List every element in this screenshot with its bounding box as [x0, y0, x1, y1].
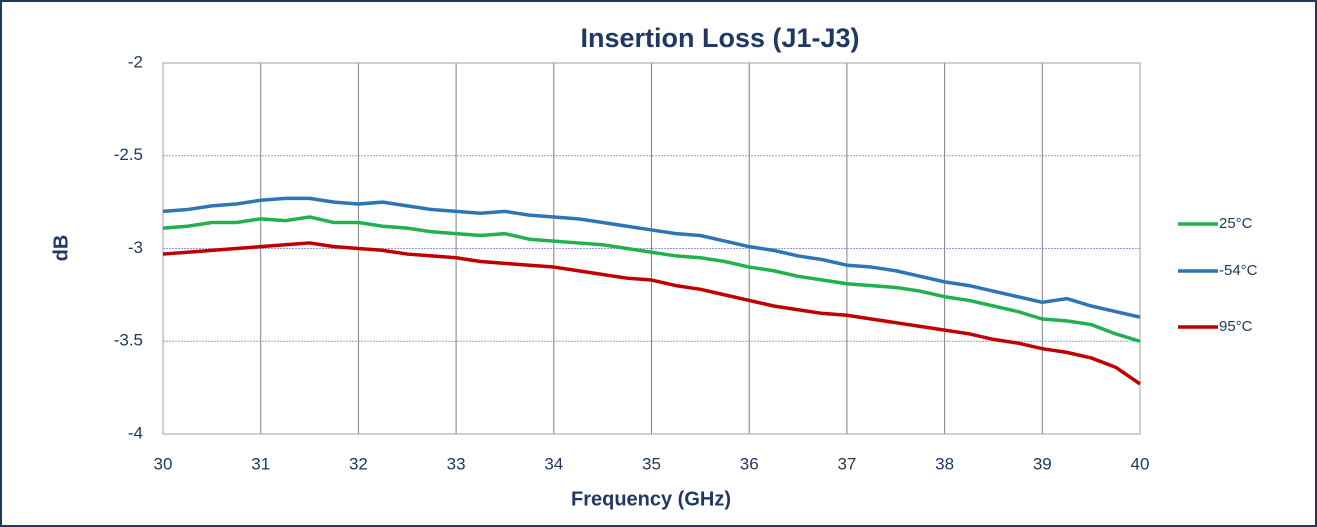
y-tick-label: -2: [128, 52, 143, 71]
x-tick-label: 35: [642, 454, 661, 473]
chart-title: Insertion Loss (J1-J3): [580, 23, 859, 53]
y-tick-label: -4: [128, 423, 143, 442]
y-tick-label: -3: [128, 238, 143, 257]
y-tick-label: -3.5: [114, 331, 143, 350]
x-tick-label: 36: [740, 454, 759, 473]
x-tick-label: 30: [154, 454, 173, 473]
x-tick-label: 33: [447, 454, 466, 473]
x-tick-label: 34: [544, 454, 563, 473]
legend-label: -54°C: [1219, 262, 1258, 279]
plot-area: [162, 62, 1141, 435]
series-line: [162, 241, 1141, 386]
legend-label: 25°C: [1219, 215, 1253, 232]
x-tick-label: 40: [1131, 454, 1150, 473]
legend-label: 95°C: [1219, 318, 1253, 335]
x-tick-label: 38: [935, 454, 954, 473]
x-tick-label: 39: [1033, 454, 1052, 473]
x-tick-label: 37: [837, 454, 856, 473]
x-axis-label: Frequency (GHz): [571, 488, 731, 510]
y-axis-label: dB: [50, 235, 72, 262]
x-tick-label: 31: [251, 454, 270, 473]
y-tick-label: -2.5: [114, 145, 143, 164]
series-line: [162, 215, 1141, 343]
x-tick-label: 32: [349, 454, 368, 473]
series-line: [162, 196, 1141, 319]
